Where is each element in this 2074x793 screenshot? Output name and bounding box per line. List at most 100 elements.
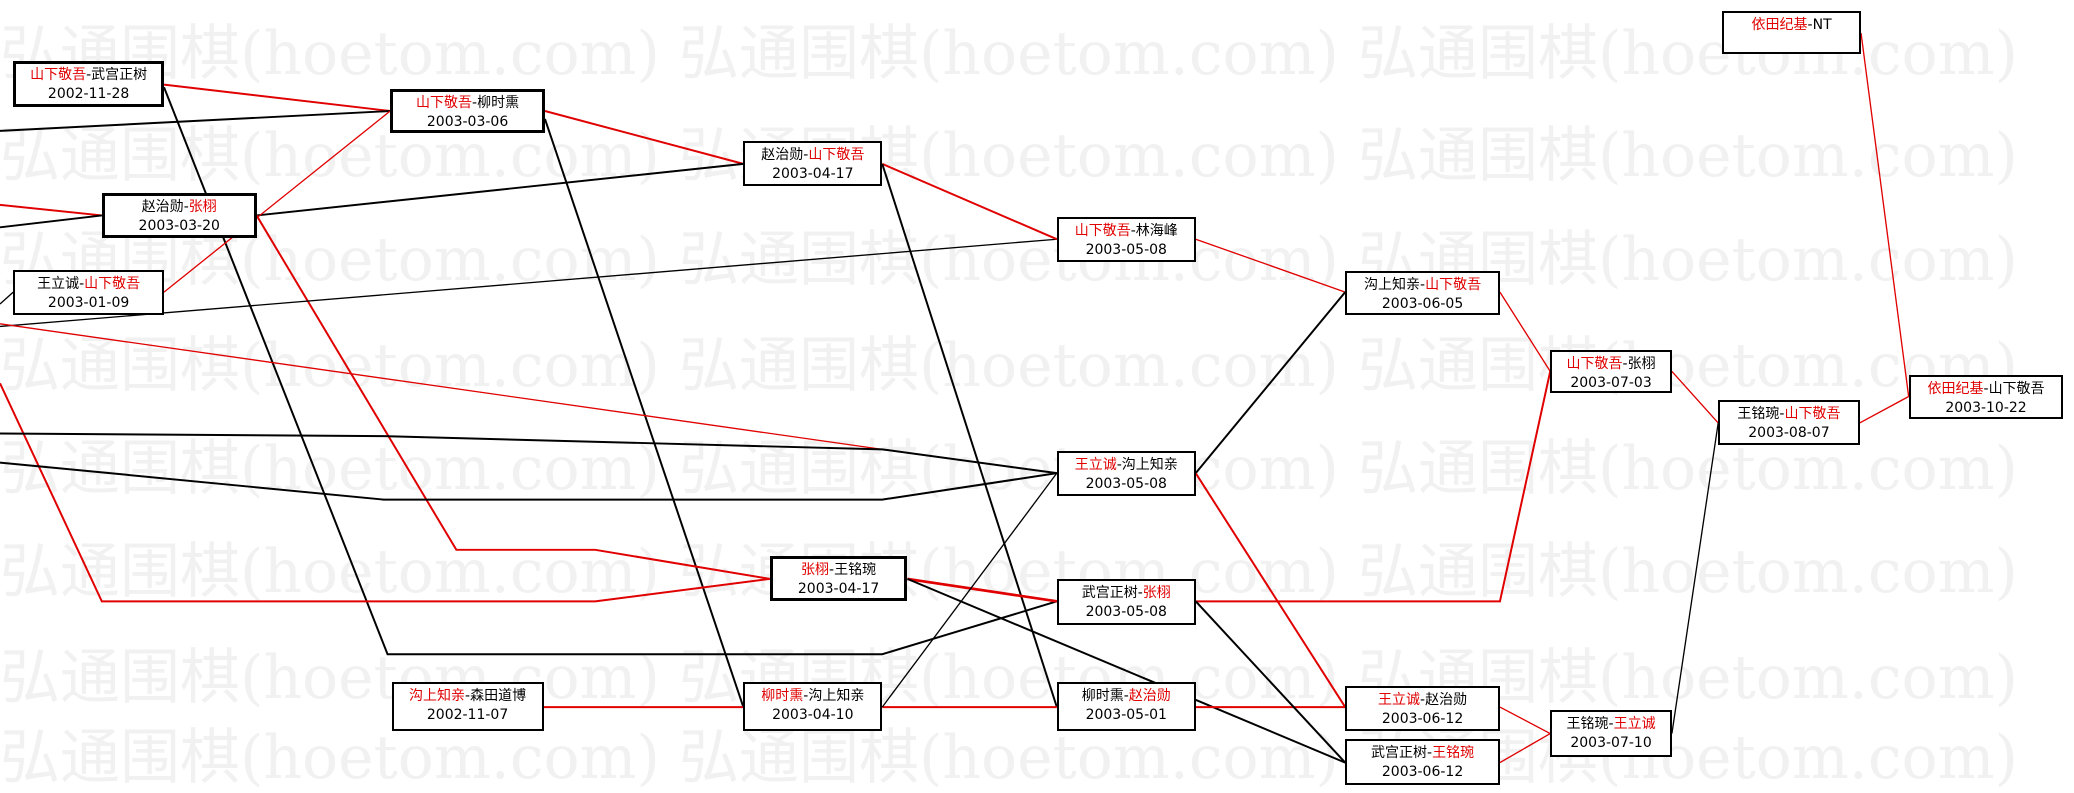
game-date: 2003-10-22: [1945, 400, 2027, 417]
separator: -: [1420, 276, 1426, 293]
loser-line: [881, 472, 1058, 708]
player-2: 王立诚: [1613, 715, 1656, 732]
game-date: 2003-07-03: [1570, 375, 1652, 392]
winner-line: [1671, 370, 1719, 424]
player-2: NT: [1812, 16, 1832, 33]
player-1: 王铭琬: [1566, 715, 1609, 732]
game-date: 2003-06-12: [1381, 710, 1464, 727]
separator: -: [183, 198, 189, 215]
game-node[interactable]: 王铭琬-王立诚 2003-07-10: [1550, 709, 1672, 758]
game-node[interactable]: 依田纪基-NT: [1722, 10, 1862, 55]
player-2: 山下敬吾: [1988, 381, 2045, 398]
separator: -: [1779, 406, 1785, 423]
game-players: 王立诚-赵治勋: [1347, 691, 1498, 710]
game-date: 2003-03-06: [426, 113, 509, 130]
game-date: 2003-06-05: [1381, 295, 1464, 312]
game-node[interactable]: 王立诚-山下敬吾 2003-01-09: [13, 269, 164, 315]
game-node[interactable]: 山下敬吾-武宫正树 2002-11-28: [13, 60, 164, 108]
game-node[interactable]: 王立诚-沟上知亲 2003-05-08: [1056, 450, 1196, 496]
player-2: 山下敬吾: [84, 275, 141, 292]
game-date: 2003-04-17: [772, 166, 854, 183]
separator: -: [465, 687, 471, 704]
separator: -: [1608, 715, 1614, 732]
player-2: 柳时熏: [477, 94, 520, 111]
game-date: 2003-05-08: [1085, 241, 1167, 258]
game-node[interactable]: 王铭琬-山下敬吾 2003-08-07: [1718, 400, 1860, 446]
player-2: 王铭琬: [1432, 744, 1475, 761]
separator: -: [1622, 356, 1628, 373]
game-node[interactable]: 王立诚-赵治勋 2003-06-12: [1345, 685, 1500, 731]
game-node[interactable]: 张栩-王铭琬 2003-04-17: [769, 556, 908, 602]
game-players: 张栩-王铭琬: [773, 561, 905, 580]
loser-line: [1194, 600, 1346, 764]
player-1: 山下敬吾: [1074, 222, 1131, 239]
game-players: 武宫正树-张栩: [1059, 584, 1194, 603]
watermark-row: 弘通围棋(hoetom.com) 弘通围棋(hoetom.com) 弘通围棋(h…: [0, 537, 2018, 607]
game-node[interactable]: 山下敬吾-柳时熏 2003-03-06: [390, 88, 545, 134]
separator: -: [1130, 222, 1136, 239]
loser-line: [256, 162, 744, 217]
game-date: 2003-05-01: [1085, 706, 1167, 723]
player-1: 王立诚: [1378, 691, 1421, 708]
game-node[interactable]: 赵治勋-张栩 2003-03-20: [101, 192, 257, 238]
game-players: 依田纪基-NT: [1724, 16, 1859, 35]
player-1: 柳时熏: [1081, 687, 1124, 704]
game-node[interactable]: 柳时熏-赵治勋 2003-05-01: [1056, 681, 1196, 731]
winner-line: [544, 110, 744, 165]
loser-line: [163, 86, 1058, 656]
game-node[interactable]: 沟上知亲-山下敬吾 2003-06-05: [1345, 270, 1500, 315]
loser-line: [0, 214, 102, 229]
game-node[interactable]: 赵治勋-山下敬吾 2003-04-17: [743, 141, 883, 187]
player-1: 王立诚: [1074, 456, 1117, 473]
game-date: 2003-03-20: [138, 217, 220, 234]
player-1: 武宫正树: [1081, 584, 1138, 601]
game-node[interactable]: 武宫正树-张栩 2003-05-08: [1056, 578, 1196, 626]
game-date: 2003-04-10: [772, 706, 854, 723]
winner-line: [907, 577, 1058, 603]
loser-line: [0, 432, 1057, 475]
game-players: 沟上知亲-森田道博: [394, 687, 542, 706]
separator: -: [1420, 691, 1426, 708]
winner-line: [0, 382, 770, 603]
game-node[interactable]: 山下敬吾-林海峰 2003-05-08: [1056, 216, 1196, 262]
separator: -: [1123, 687, 1129, 704]
game-players: 柳时熏-赵治勋: [1059, 687, 1194, 706]
game-date: 2003-06-12: [1381, 763, 1464, 780]
game-node[interactable]: 柳时熏-沟上知亲 2003-04-10: [743, 681, 883, 731]
game-players: 赵治勋-山下敬吾: [745, 146, 880, 165]
loser-line: [0, 291, 14, 305]
separator: -: [86, 66, 92, 83]
player-1: 沟上知亲: [1364, 276, 1421, 293]
loser-line: [0, 238, 1057, 328]
game-date: 2003-08-07: [1748, 425, 1830, 442]
game-node[interactable]: 沟上知亲-森田道博 2002-11-07: [391, 681, 544, 731]
loser-line: [0, 110, 391, 132]
separator: -: [1137, 584, 1143, 601]
game-players: 依田纪基-山下敬吾: [1911, 380, 2062, 399]
player-2: 王铭琬: [834, 562, 877, 579]
separator: -: [829, 562, 835, 579]
game-date: 2003-07-10: [1570, 734, 1652, 751]
player-1: 山下敬吾: [30, 66, 87, 83]
player-2: 山下敬吾: [1425, 276, 1482, 293]
loser-line: [1671, 422, 1719, 734]
player-2: 山下敬吾: [808, 147, 865, 164]
game-date: 2002-11-28: [47, 85, 130, 102]
loser-line: [0, 461, 1057, 501]
game-players: 赵治勋-张栩: [105, 198, 254, 217]
watermark-row: 弘通围棋(hoetom.com) 弘通围棋(hoetom.com) 弘通围棋(h…: [0, 643, 2018, 713]
winner-line: [1194, 472, 1347, 708]
player-1: 张栩: [801, 562, 830, 579]
game-node[interactable]: 依田纪基-山下敬吾 2003-10-22: [1908, 375, 2064, 419]
winner-line: [1499, 291, 1551, 372]
game-players: 武宫正树-王铭琬: [1347, 744, 1498, 763]
separator: -: [1807, 16, 1813, 33]
game-node[interactable]: 山下敬吾-张栩 2003-07-03: [1550, 350, 1672, 393]
game-node[interactable]: 武宫正树-王铭琬 2003-06-12: [1345, 738, 1500, 786]
winner-line: [255, 214, 770, 580]
player-2: 沟上知亲: [808, 687, 865, 704]
player-1: 王铭琬: [1737, 406, 1780, 423]
player-1: 依田纪基: [1927, 381, 1984, 398]
